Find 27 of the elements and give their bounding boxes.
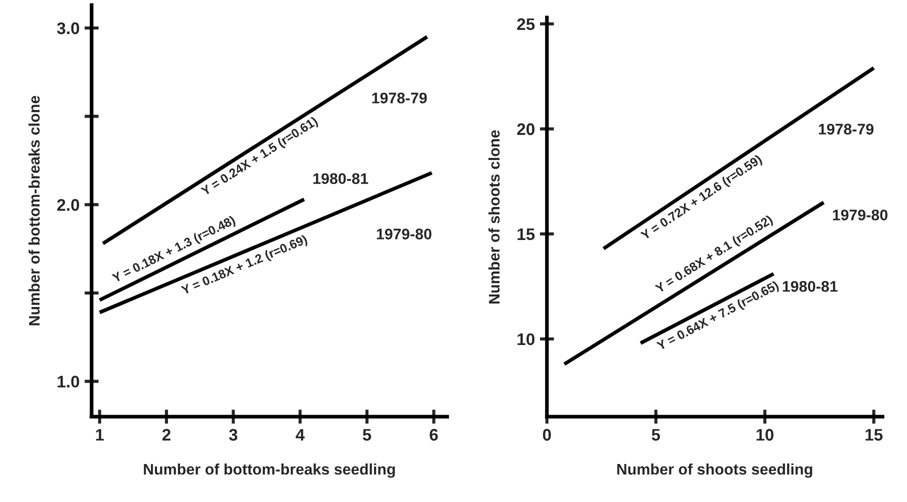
x-tick-label: 4 xyxy=(296,429,305,441)
y-axis-title: Number of bottom-breaks clone xyxy=(28,96,40,326)
y-tick-label: 25 xyxy=(517,18,535,30)
x-tick-label: 15 xyxy=(866,429,883,441)
y-tick-label: 15 xyxy=(518,228,535,240)
series-label: 1979-80 xyxy=(376,228,432,240)
x-axis-title: Number of bottom-breaks seedling xyxy=(144,463,395,478)
x-axis-title: Number of shoots seedling xyxy=(617,463,812,478)
y-tick-label: 20 xyxy=(517,123,534,136)
series-label: 1978-79 xyxy=(372,92,427,104)
x-tick-label: 0 xyxy=(542,428,551,441)
y-tick-label: 10 xyxy=(518,333,534,346)
y-tick-label: 1.0 xyxy=(58,376,80,388)
x-tick-label: 6 xyxy=(430,428,438,441)
x-tick-label: 3 xyxy=(229,428,238,441)
y-axis-title: Number of shoots clone xyxy=(488,130,500,304)
series-label: 1980-81 xyxy=(313,173,368,184)
series-label: 1980-81 xyxy=(782,281,838,292)
y-tick-label: 2.0 xyxy=(57,199,80,211)
x-tick-label: 5 xyxy=(652,429,660,441)
y-tick-label: 3.0 xyxy=(57,22,80,34)
x-tick-label: 5 xyxy=(362,429,372,441)
x-tick-label: 2 xyxy=(162,428,170,441)
x-tick-label: 1 xyxy=(96,429,104,441)
x-tick-label: 10 xyxy=(756,428,774,441)
series-label: 1979-80 xyxy=(832,210,888,220)
series-label: 1978-79 xyxy=(818,124,874,135)
